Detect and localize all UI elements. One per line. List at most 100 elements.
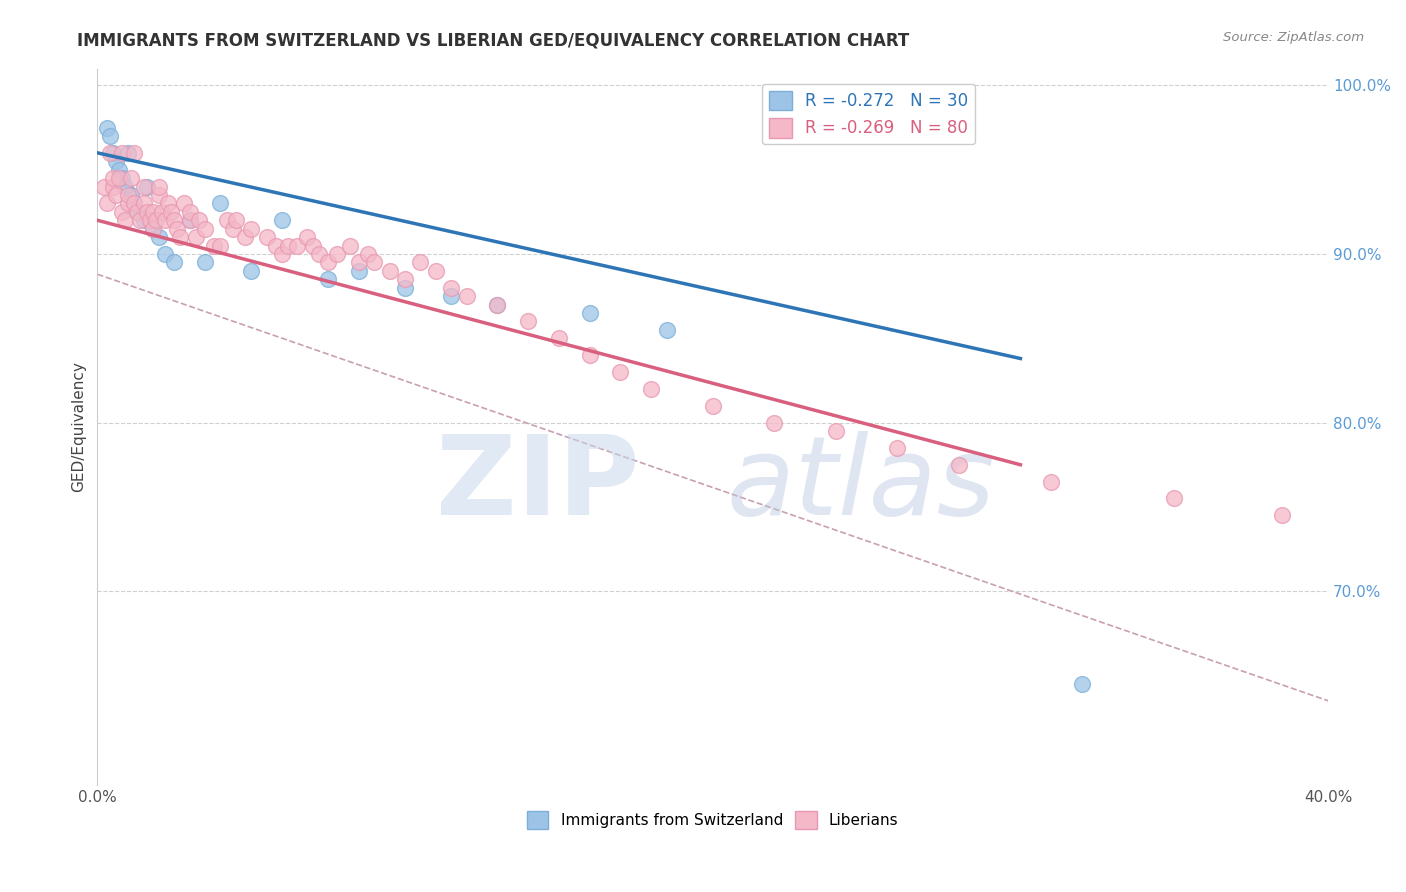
Point (824, 424, 846, 438)
Point (101, 179, 124, 194)
Point (209, 238, 232, 252)
Point (153, 213, 176, 227)
Point (114, 213, 136, 227)
Point (148, 230, 170, 244)
Point (111, 171, 134, 186)
Point (114, 179, 136, 194)
Text: IMMIGRANTS FROM SWITZERLAND VS LIBERIAN GED/EQUIVALENCY CORRELATION CHART: IMMIGRANTS FROM SWITZERLAND VS LIBERIAN … (77, 31, 910, 49)
Point (135, 179, 157, 194)
Point (120, 171, 142, 186)
Point (316, 255, 339, 269)
Point (96, 196, 118, 211)
Point (271, 247, 294, 261)
Point (160, 204, 183, 219)
Point (194, 255, 217, 269)
Point (153, 247, 176, 261)
Point (347, 264, 370, 278)
Point (104, 188, 127, 202)
Point (124, 196, 146, 211)
Point (326, 247, 349, 261)
Point (142, 221, 165, 235)
Point (184, 230, 207, 244)
Point (124, 145, 146, 160)
Point (179, 213, 201, 227)
Point (409, 255, 432, 269)
Point (609, 365, 631, 379)
Point (763, 416, 786, 430)
Point (347, 255, 370, 269)
Point (129, 213, 152, 227)
Point (108, 171, 131, 186)
Point (163, 255, 186, 269)
Point (148, 188, 170, 202)
Point (132, 196, 155, 211)
Point (98, 128, 121, 143)
Point (179, 204, 201, 219)
Point (655, 323, 678, 337)
Point (301, 238, 323, 252)
Point (120, 188, 142, 202)
Point (173, 196, 195, 211)
Point (96, 120, 118, 135)
Point (138, 213, 160, 227)
Point (948, 458, 970, 472)
Point (578, 348, 600, 362)
Point (308, 247, 330, 261)
Point (456, 289, 478, 303)
Point (124, 196, 146, 211)
Point (163, 213, 186, 227)
Point (548, 331, 571, 345)
Point (117, 145, 139, 160)
Point (240, 264, 263, 278)
Point (157, 196, 180, 211)
Point (117, 188, 139, 202)
Point (425, 264, 447, 278)
Point (486, 297, 509, 311)
Point (264, 238, 287, 252)
Point (886, 441, 908, 455)
Point (440, 289, 463, 303)
Point (394, 272, 416, 286)
Point (440, 281, 463, 295)
Point (148, 179, 170, 194)
Point (357, 247, 380, 261)
Y-axis label: GED/Equivalency: GED/Equivalency (72, 361, 86, 492)
Point (169, 230, 191, 244)
Point (166, 221, 188, 235)
Point (215, 213, 238, 227)
Point (277, 238, 299, 252)
Point (363, 255, 385, 269)
Point (98, 145, 121, 160)
Point (295, 230, 318, 244)
Point (285, 238, 308, 252)
Point (142, 204, 165, 219)
Text: ZIP: ZIP (436, 431, 638, 538)
Point (104, 154, 127, 169)
Point (1040, 475, 1063, 489)
Point (101, 145, 124, 160)
Point (702, 399, 724, 413)
Point (135, 204, 157, 219)
Point (233, 230, 256, 244)
Point (179, 213, 201, 227)
Point (225, 213, 247, 227)
Point (111, 145, 134, 160)
Point (209, 196, 232, 211)
Point (240, 221, 263, 235)
Legend: Immigrants from Switzerland, Liberians: Immigrants from Switzerland, Liberians (520, 805, 904, 835)
Point (640, 382, 662, 396)
Point (93, 179, 115, 194)
Point (127, 204, 149, 219)
Point (394, 281, 416, 295)
Point (271, 213, 294, 227)
Point (202, 238, 225, 252)
Text: atlas: atlas (725, 431, 995, 538)
Point (145, 213, 167, 227)
Point (339, 238, 361, 252)
Point (127, 204, 149, 219)
Text: Source: ZipAtlas.com: Source: ZipAtlas.com (1223, 31, 1364, 45)
Point (101, 171, 124, 186)
Point (132, 179, 155, 194)
Point (256, 230, 278, 244)
Point (316, 272, 339, 286)
